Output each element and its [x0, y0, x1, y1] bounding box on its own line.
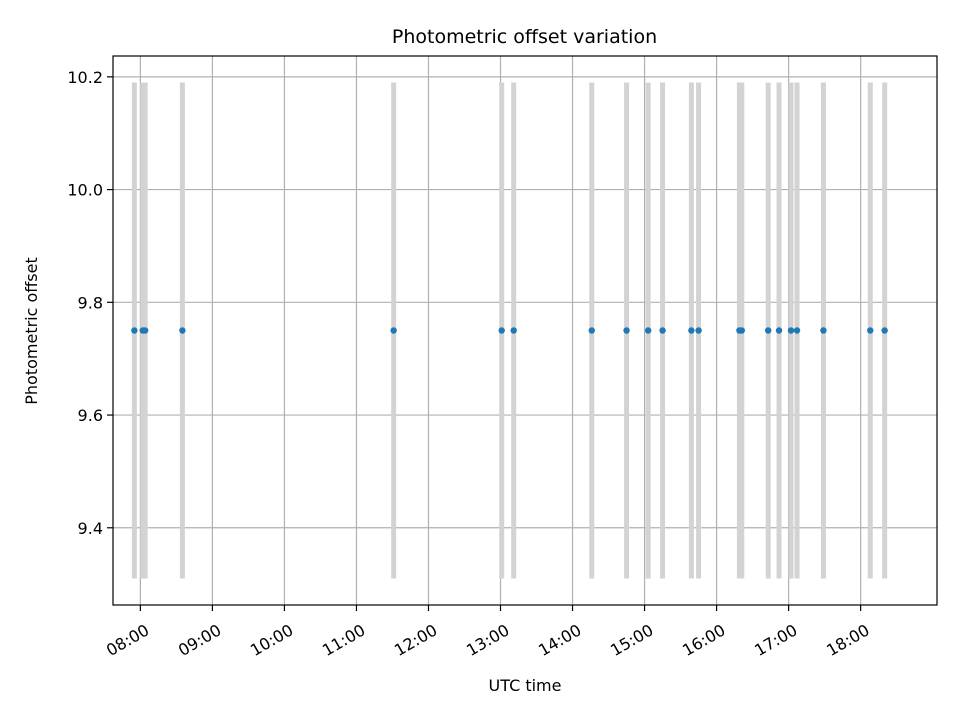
- y-tick-label: 9.4: [78, 519, 103, 538]
- data-point: [738, 327, 746, 334]
- data-point: [765, 327, 772, 334]
- data-point: [141, 327, 149, 334]
- data-point: [659, 327, 666, 334]
- data-point: [881, 327, 888, 334]
- data-point: [688, 327, 695, 334]
- y-axis-title: Photometric offset: [22, 257, 41, 405]
- data-point: [787, 327, 795, 334]
- data-point: [623, 327, 630, 334]
- data-point: [695, 327, 702, 334]
- data-point: [131, 327, 138, 334]
- data-point: [510, 327, 517, 334]
- data-point: [820, 327, 827, 334]
- data-points: [131, 327, 888, 334]
- y-tick-label: 10.2: [67, 68, 103, 87]
- x-axis-title: UTC time: [489, 676, 562, 695]
- y-tick-label: 9.8: [78, 293, 103, 312]
- data-point: [179, 327, 186, 334]
- data-point: [793, 327, 801, 334]
- data-point: [867, 327, 874, 334]
- y-tick-label: 10.0: [67, 181, 103, 200]
- y-axis-ticks: 9.4 9.6 9.8 10.0 10.2: [67, 68, 113, 538]
- plot-frame: [112, 55, 938, 606]
- data-point: [644, 327, 652, 334]
- y-tick-label: 9.6: [78, 406, 103, 425]
- data-point: [775, 327, 783, 334]
- data-point: [588, 327, 595, 334]
- data-point: [390, 327, 397, 334]
- chart-title: Photometric offset variation: [392, 26, 657, 48]
- data-point: [498, 327, 505, 334]
